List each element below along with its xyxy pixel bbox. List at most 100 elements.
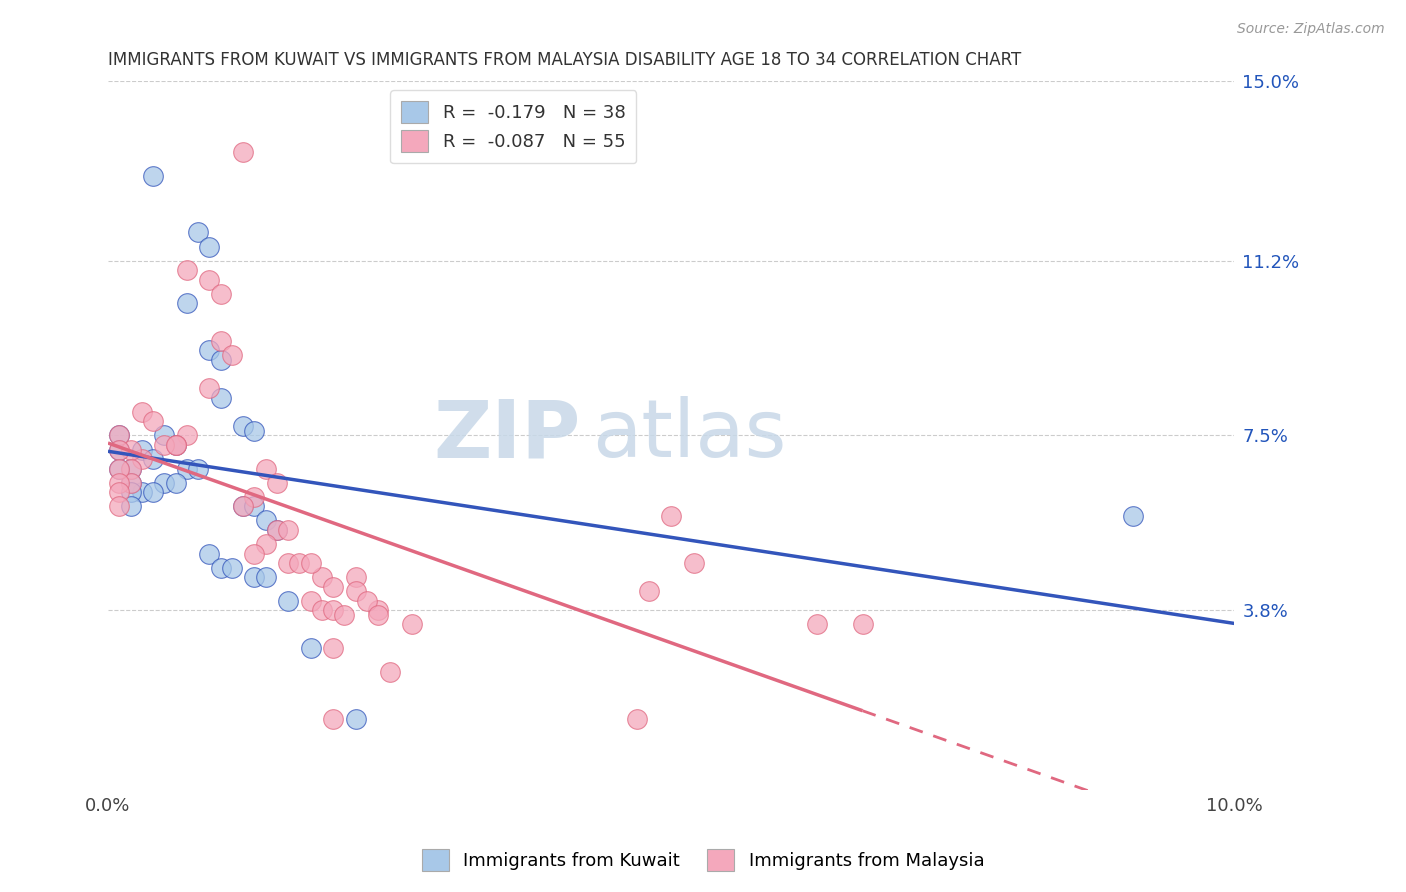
Point xyxy=(131,405,153,419)
Point xyxy=(626,712,648,726)
Point xyxy=(806,617,828,632)
Point xyxy=(120,461,142,475)
Point xyxy=(120,475,142,490)
Point xyxy=(108,428,131,442)
Point xyxy=(108,485,131,500)
Point xyxy=(243,490,266,504)
Point xyxy=(198,343,221,358)
Point xyxy=(187,461,209,475)
Point xyxy=(682,556,704,570)
Point xyxy=(108,461,131,475)
Point xyxy=(232,145,254,160)
Point xyxy=(209,560,232,574)
Legend: R =  -0.179   N = 38, R =  -0.087   N = 55: R = -0.179 N = 38, R = -0.087 N = 55 xyxy=(391,90,637,163)
Point xyxy=(344,570,367,584)
Point xyxy=(153,428,176,442)
Point xyxy=(243,570,266,584)
Point xyxy=(299,593,322,607)
Point xyxy=(311,570,333,584)
Point xyxy=(322,712,344,726)
Point xyxy=(209,334,232,348)
Point xyxy=(198,547,221,561)
Point xyxy=(176,296,198,310)
Point xyxy=(659,508,682,523)
Point xyxy=(266,523,288,537)
Point xyxy=(131,442,153,457)
Point xyxy=(198,239,221,253)
Point xyxy=(209,391,232,405)
Point xyxy=(266,523,288,537)
Point xyxy=(187,226,209,240)
Point xyxy=(333,607,356,622)
Point xyxy=(176,263,198,277)
Point xyxy=(1122,508,1144,523)
Legend: Immigrants from Kuwait, Immigrants from Malaysia: Immigrants from Kuwait, Immigrants from … xyxy=(415,842,991,879)
Point xyxy=(221,348,243,362)
Point xyxy=(288,556,311,570)
Point xyxy=(356,593,378,607)
Point xyxy=(277,556,299,570)
Point xyxy=(322,603,344,617)
Point xyxy=(142,169,165,183)
Point xyxy=(254,513,277,527)
Point xyxy=(165,438,187,452)
Point xyxy=(131,452,153,467)
Point xyxy=(367,607,389,622)
Point xyxy=(108,500,131,514)
Point xyxy=(120,442,142,457)
Point xyxy=(108,461,131,475)
Point xyxy=(277,593,299,607)
Point xyxy=(165,438,187,452)
Point xyxy=(120,500,142,514)
Text: IMMIGRANTS FROM KUWAIT VS IMMIGRANTS FROM MALAYSIA DISABILITY AGE 18 TO 34 CORRE: IMMIGRANTS FROM KUWAIT VS IMMIGRANTS FRO… xyxy=(108,51,1021,69)
Point xyxy=(299,640,322,655)
Point xyxy=(322,640,344,655)
Point xyxy=(243,547,266,561)
Point xyxy=(232,500,254,514)
Point xyxy=(176,461,198,475)
Point xyxy=(851,617,873,632)
Point xyxy=(153,438,176,452)
Point xyxy=(142,485,165,500)
Point xyxy=(142,414,165,428)
Point xyxy=(120,485,142,500)
Point xyxy=(176,428,198,442)
Point xyxy=(108,475,131,490)
Point xyxy=(243,500,266,514)
Point xyxy=(131,485,153,500)
Point xyxy=(344,712,367,726)
Point xyxy=(637,584,659,599)
Point xyxy=(120,461,142,475)
Point xyxy=(232,419,254,434)
Point xyxy=(254,461,277,475)
Point xyxy=(254,570,277,584)
Point xyxy=(209,286,232,301)
Point xyxy=(108,442,131,457)
Point xyxy=(401,617,423,632)
Point xyxy=(198,381,221,395)
Point xyxy=(165,438,187,452)
Point xyxy=(142,452,165,467)
Point xyxy=(367,603,389,617)
Point xyxy=(378,665,401,679)
Point xyxy=(344,584,367,599)
Point xyxy=(108,428,131,442)
Text: atlas: atlas xyxy=(592,396,786,475)
Point xyxy=(165,475,187,490)
Text: Source: ZipAtlas.com: Source: ZipAtlas.com xyxy=(1237,22,1385,37)
Point xyxy=(243,424,266,438)
Point xyxy=(198,273,221,287)
Point xyxy=(299,556,322,570)
Point xyxy=(120,475,142,490)
Point xyxy=(322,580,344,594)
Point xyxy=(232,500,254,514)
Point xyxy=(153,475,176,490)
Point xyxy=(311,603,333,617)
Text: ZIP: ZIP xyxy=(433,396,581,475)
Point xyxy=(221,560,243,574)
Point xyxy=(254,537,277,551)
Point xyxy=(266,475,288,490)
Point xyxy=(209,353,232,368)
Point xyxy=(277,523,299,537)
Point xyxy=(108,442,131,457)
